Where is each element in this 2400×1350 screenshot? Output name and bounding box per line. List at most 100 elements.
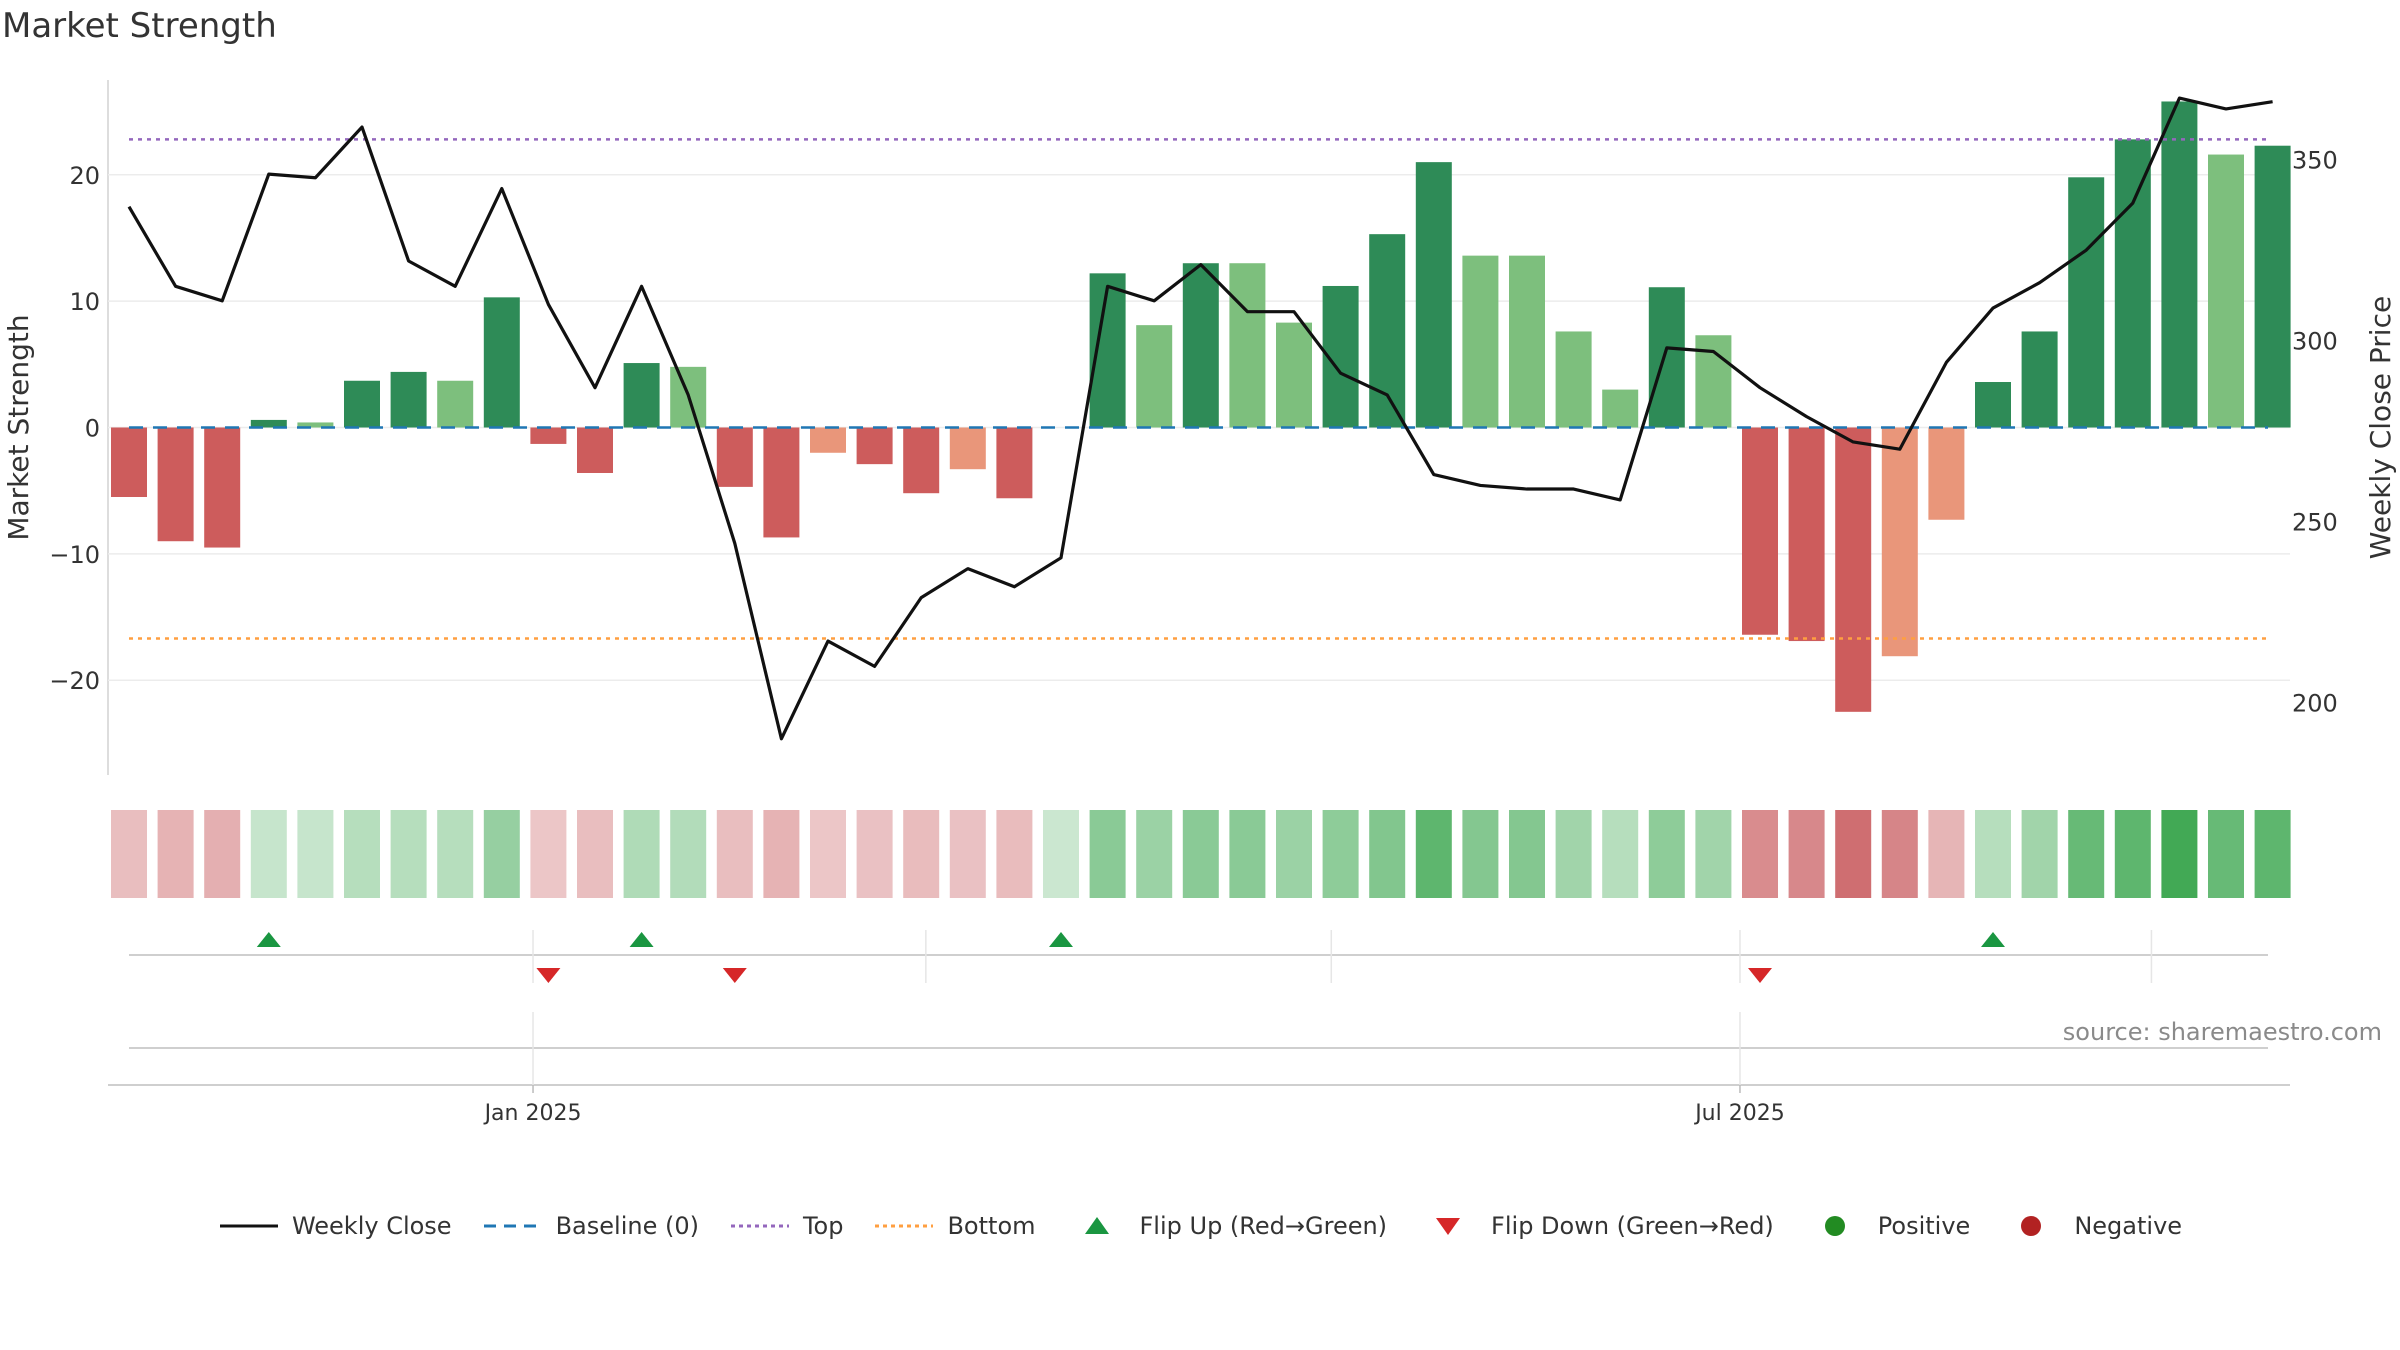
heat-strip-cell bbox=[1695, 810, 1732, 898]
heat-strip-cell bbox=[716, 810, 753, 898]
strength-bar bbox=[297, 422, 334, 428]
strength-bar bbox=[1462, 255, 1499, 428]
y2-axis-label: Weekly Close Price bbox=[2364, 296, 2397, 559]
strength-bar bbox=[437, 380, 474, 428]
strength-bar bbox=[1648, 287, 1685, 428]
strength-bar bbox=[2114, 139, 2151, 428]
strength-bar bbox=[716, 427, 753, 487]
heat-strip-cell bbox=[1043, 810, 1079, 898]
flip-up-marker bbox=[256, 932, 281, 947]
strength-bar bbox=[1928, 427, 1965, 520]
heat-strip-cell bbox=[1369, 810, 1406, 898]
heat-strip-cell bbox=[2161, 810, 2198, 898]
legend-label: Flip Down (Green→Red) bbox=[1491, 1212, 1774, 1240]
chart-title: Market Strength bbox=[2, 6, 277, 46]
strength-bar bbox=[1742, 427, 1778, 635]
heat-strip-cell bbox=[390, 810, 427, 898]
flip-up-marker bbox=[1981, 932, 2005, 947]
legend-item-baseline: Baseline (0) bbox=[482, 1212, 699, 1240]
strength-bar bbox=[1835, 427, 1872, 712]
flip-down-marker bbox=[1748, 968, 1772, 983]
strength-bar bbox=[530, 427, 567, 444]
flip-up-marker bbox=[1049, 932, 1073, 947]
heat-strip-cell bbox=[2254, 810, 2291, 898]
y-tick-label: 0 bbox=[85, 415, 100, 443]
heat-strip-cell bbox=[297, 810, 334, 898]
legend-symbol-positive bbox=[1824, 1216, 1845, 1236]
heat-strip-cell bbox=[670, 810, 707, 898]
legend-label: Baseline (0) bbox=[555, 1212, 699, 1240]
flip-up-marker bbox=[629, 932, 654, 947]
heat-strip-cell bbox=[204, 810, 241, 898]
heat-strip-cell bbox=[1136, 810, 1173, 898]
heat-strip-cell bbox=[623, 810, 660, 898]
legend-symbol-flip-down bbox=[1436, 1218, 1461, 1235]
heat-strip-cell bbox=[856, 810, 893, 898]
heat-strip-cell bbox=[437, 810, 474, 898]
strength-bar bbox=[2068, 177, 2105, 428]
legend-label: Weekly Close bbox=[291, 1212, 452, 1240]
strength-bar bbox=[1229, 263, 1266, 428]
strength-bar bbox=[763, 427, 800, 538]
heat-strip-cell bbox=[2021, 810, 2058, 898]
strength-bar bbox=[577, 427, 613, 473]
strength-bar bbox=[1509, 255, 1545, 428]
heat-strip-cell bbox=[1975, 810, 2011, 898]
heat-strip-cell bbox=[1555, 810, 1592, 898]
y-axis-label: Market Strength bbox=[2, 314, 35, 540]
x-tick-label: Jul 2025 bbox=[1693, 1101, 1785, 1126]
strength-bar bbox=[1182, 263, 1219, 428]
heat-strip-cell bbox=[344, 810, 380, 898]
strength-bar bbox=[1881, 427, 1918, 657]
legend-label: Negative bbox=[2074, 1212, 2183, 1240]
y2-tick-label: 350 bbox=[2292, 147, 2338, 175]
strength-bar bbox=[1369, 234, 1406, 428]
legend-item-flip-down: Flip Down (Green→Red) bbox=[1417, 1212, 1774, 1240]
legend-item-top: Top bbox=[729, 1212, 844, 1240]
y-tick-label: −10 bbox=[49, 541, 100, 569]
heat-strip-cell bbox=[1276, 810, 1312, 898]
heat-strip-cell bbox=[2068, 810, 2105, 898]
strength-bar bbox=[810, 427, 846, 453]
heat-strip-cell bbox=[577, 810, 613, 898]
strength-bar bbox=[2161, 101, 2198, 428]
heat-strip-cell bbox=[530, 810, 567, 898]
heat-strip-cell bbox=[903, 810, 940, 898]
heat-strip-cell bbox=[1835, 810, 1872, 898]
strength-bar bbox=[250, 419, 287, 428]
strength-bar bbox=[996, 427, 1033, 499]
strength-bar bbox=[157, 427, 194, 542]
heat-strip-cell bbox=[1229, 810, 1266, 898]
heat-strip-cell bbox=[483, 810, 520, 898]
strength-bar bbox=[1415, 162, 1452, 428]
legend-symbol-line bbox=[219, 1224, 278, 1228]
legend-symbol-flip-up bbox=[1084, 1217, 1109, 1234]
strength-bar bbox=[1788, 427, 1825, 642]
strength-bar bbox=[1975, 382, 2011, 428]
strength-bar bbox=[2021, 331, 2058, 428]
legend-item-negative: Negative bbox=[2000, 1212, 2182, 1240]
heat-strip-cell bbox=[2208, 810, 2244, 898]
strength-bar bbox=[1136, 325, 1173, 428]
heat-strip-cell bbox=[1089, 810, 1126, 898]
strength-bar bbox=[1555, 331, 1592, 428]
strength-bar bbox=[856, 427, 893, 465]
heat-strip-cell bbox=[949, 810, 986, 898]
heat-strip-cell bbox=[1928, 810, 1965, 898]
legend-label: Top bbox=[802, 1212, 844, 1240]
strength-bar bbox=[949, 427, 986, 470]
flip-down-marker bbox=[536, 968, 561, 983]
strength-bar bbox=[390, 371, 427, 428]
heat-strip-cell bbox=[2114, 810, 2151, 898]
heat-strip-cell bbox=[1788, 810, 1825, 898]
legend-label: Positive bbox=[1877, 1212, 1971, 1240]
legend-symbol-baseline bbox=[483, 1224, 542, 1228]
y-tick-label: −20 bbox=[49, 667, 100, 695]
strength-bar bbox=[2254, 145, 2291, 428]
strength-bar bbox=[344, 380, 380, 428]
heat-strip-cell bbox=[1509, 810, 1545, 898]
strength-bar bbox=[483, 297, 520, 428]
legend-item-weekly-close: Weekly Close bbox=[218, 1212, 452, 1240]
heat-strip-cell bbox=[1648, 810, 1685, 898]
